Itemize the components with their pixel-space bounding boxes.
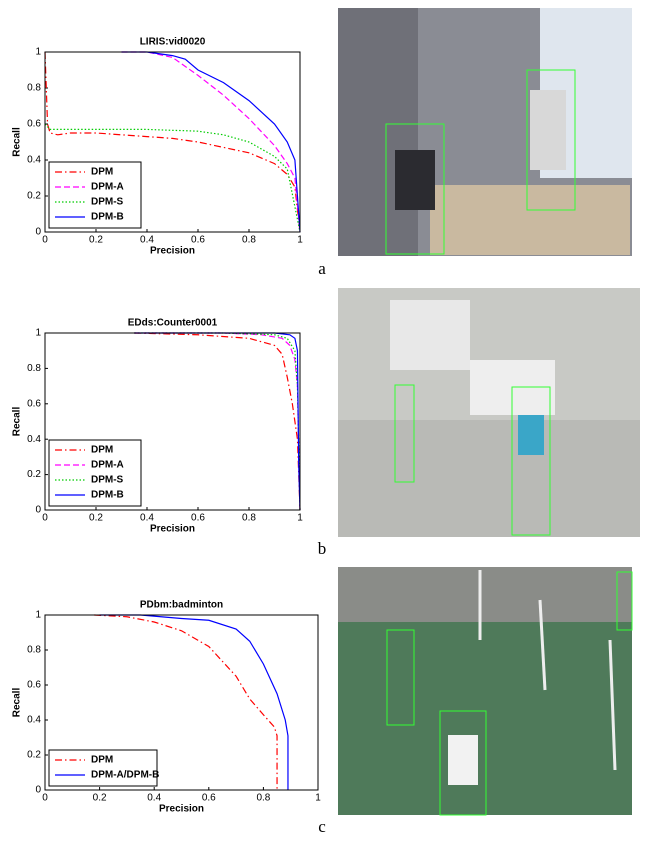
chart-title: LIRIS:vid0020 [140, 37, 206, 48]
y-axis-label: Recall [12, 407, 23, 437]
y-tick-label: 0.8 [27, 645, 41, 656]
x-tick-label: 0.8 [242, 235, 256, 246]
caption: a [318, 259, 326, 278]
y-tick-label: 0.6 [27, 680, 41, 691]
figure: a b c 0 0.2 0.4 0.6 0.8 1 0 0.2 0.4 0.6 0.8 1 LIRIS:vid… [0, 0, 648, 841]
y-tick-label: 0 [35, 785, 41, 796]
y-tick-label: 0 [35, 227, 41, 238]
y-tick-label: 0.2 [27, 750, 41, 761]
legend-label: DPM-A [91, 182, 124, 193]
caption: b [318, 539, 327, 558]
legend-label: DPM-B [91, 490, 124, 501]
y-tick-label: 0 [35, 505, 41, 516]
y-tick-label: 0.4 [27, 715, 41, 726]
legend-label: DPM [91, 167, 113, 178]
page: a b c 0 0.2 0.4 0.6 0.8 1 0 0.2 0.4 0.6 0.8 1 LIRIS:vid… [0, 0, 648, 841]
x-tick-label: 0.4 [140, 235, 154, 246]
legend: DPM DPM-A/DPM-B [49, 750, 159, 786]
y-tick-label: 0.4 [27, 434, 41, 445]
photo-b [338, 288, 640, 537]
caption: c [318, 817, 326, 836]
y-tick-label: 0.2 [27, 191, 41, 202]
legend-label: DPM [91, 445, 113, 456]
legend-label: DPM [91, 755, 113, 766]
y-tick-label: 0.4 [27, 155, 41, 166]
legend-label: DPM-B [91, 212, 124, 223]
x-tick-label: 0.2 [89, 235, 103, 246]
chart-title: EDds:Counter0001 [128, 318, 218, 329]
x-tick-label: 0 [42, 793, 48, 804]
x-tick-label: 0.6 [191, 513, 205, 524]
x-axis-label: Precision [150, 524, 195, 535]
photo-c [338, 567, 632, 815]
y-tick-label: 0.2 [27, 469, 41, 480]
y-tick-label: 0.6 [27, 398, 41, 409]
x-tick-label: 0.2 [93, 793, 107, 804]
x-tick-label: 0.6 [191, 235, 205, 246]
x-tick-label: 0 [42, 513, 48, 524]
x-axis-label: Precision [159, 804, 204, 815]
legend-label: DPM-A [91, 460, 124, 471]
photo-a [338, 8, 632, 256]
x-tick-label: 0.8 [256, 793, 270, 804]
y-tick-label: 0.6 [27, 119, 41, 130]
x-tick-label: 0.2 [89, 513, 103, 524]
y-tick-label: 1 [35, 47, 41, 58]
x-axis-label: Precision [150, 246, 195, 257]
x-tick-label: 0.4 [140, 513, 154, 524]
x-tick-label: 0.6 [202, 793, 216, 804]
y-axis-label: Recall [12, 688, 23, 718]
y-tick-label: 1 [35, 328, 41, 339]
x-tick-label: 1 [297, 235, 303, 246]
legend-label: DPM-A/DPM-B [91, 770, 159, 781]
y-tick-label: 0.8 [27, 363, 41, 374]
y-tick-label: 0.8 [27, 83, 41, 94]
x-tick-label: 0.8 [242, 513, 256, 524]
x-tick-label: 0 [42, 235, 48, 246]
x-tick-label: 1 [315, 793, 321, 804]
legend: DPM DPM-A DPM-S DPM-B [49, 162, 141, 228]
chart-title: PDbm:badminton [140, 600, 223, 611]
y-tick-label: 1 [35, 610, 41, 621]
legend-label: DPM-S [91, 475, 124, 486]
x-tick-label: 0.4 [147, 793, 161, 804]
y-axis-label: Recall [12, 127, 23, 157]
legend-label: DPM-S [91, 197, 124, 208]
x-tick-label: 1 [297, 513, 303, 524]
legend: DPM DPM-A DPM-S DPM-B [49, 440, 141, 506]
